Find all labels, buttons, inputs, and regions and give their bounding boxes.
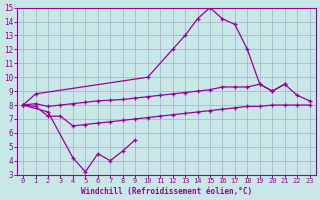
X-axis label: Windchill (Refroidissement éolien,°C): Windchill (Refroidissement éolien,°C): [81, 187, 252, 196]
